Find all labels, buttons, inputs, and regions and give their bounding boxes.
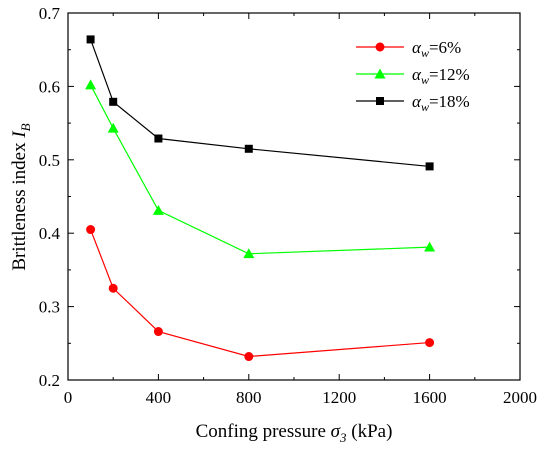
legend-entry-aw-6: αw=6% [356,38,461,60]
y-tick-label: 0.5 [39,151,60,170]
data-point-w-18 [86,35,95,44]
x-axis-ticks: 0 400 800 1200 1600 2000 [64,13,537,407]
data-point-w-6 [153,327,163,337]
data-point-w-18 [109,97,118,106]
y-axis-ticks: 0.2 0.3 0.4 0.5 0.6 0.7 [39,4,520,390]
legend-entry-aw-12: αw=12% [356,65,470,87]
x-tick-label: 2000 [503,388,537,407]
x-axis-label: Confing pressure σ3 (kPa) [196,421,393,445]
data-point-w-12 [85,79,97,90]
x-tick-label: 400 [146,388,172,407]
legend-marker-aw-18 [376,97,384,105]
data-point-w-12 [152,204,164,215]
data-point-w-6 [86,225,96,235]
data-point-w-6 [108,283,118,293]
x-tick-label: 800 [236,388,262,407]
data-point-w-18 [425,162,434,171]
data-point-w-12 [243,248,255,259]
series-layer [85,35,436,362]
legend-marker-aw-6 [375,42,385,52]
x-tick-label: 1600 [413,388,447,407]
legend: αw=6% αw=12% αw=18% [356,38,470,114]
series-line-w-12 [90,84,430,255]
data-point-w-18 [244,144,253,153]
y-tick-label: 0.2 [39,371,60,390]
legend-entry-aw-18: αw=18% [356,92,470,114]
legend-label-aw-12: αw=12% [412,65,470,87]
y-tick-label: 0.3 [39,298,60,317]
data-point-w-6 [244,352,254,362]
data-point-w-18 [154,134,163,143]
x-tick-label: 1200 [322,388,356,407]
x-tick-label: 0 [64,388,73,407]
y-tick-label: 0.6 [39,77,60,96]
legend-label-aw-6: αw=6% [412,38,461,60]
data-point-w-12 [107,122,119,133]
data-point-w-6 [425,338,435,348]
legend-marker-aw-12 [374,68,386,79]
legend-label-aw-18: αw=18% [412,92,470,114]
y-tick-label: 0.4 [39,224,61,243]
data-point-w-12 [424,241,436,252]
y-tick-label: 0.7 [39,4,61,23]
y-axis-label: Brittleness index IB [9,123,33,270]
